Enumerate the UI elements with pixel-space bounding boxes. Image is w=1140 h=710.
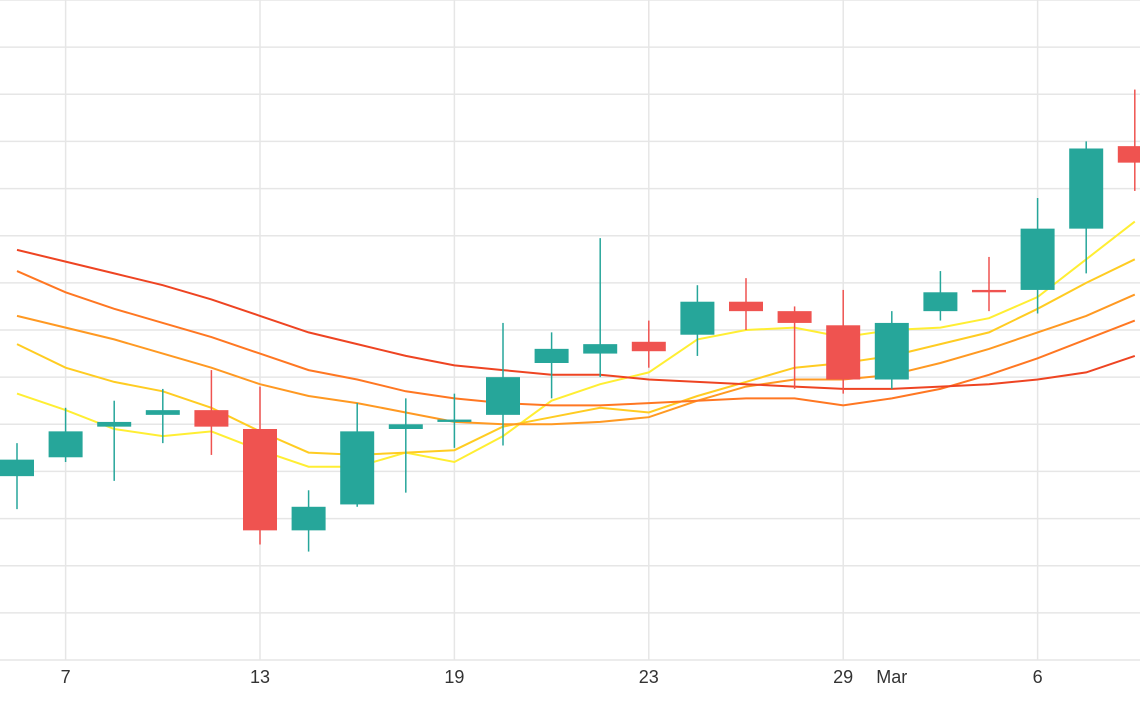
candle bbox=[972, 256, 1006, 312]
moving-average-lines bbox=[16, 220, 1136, 468]
candle bbox=[0, 443, 34, 510]
candle-body bbox=[1117, 146, 1140, 163]
moving-average-line-2 bbox=[16, 258, 1136, 456]
candle-body bbox=[291, 506, 326, 531]
x-tick-label: 6 bbox=[1033, 667, 1043, 687]
candle bbox=[729, 278, 763, 330]
candle bbox=[48, 407, 83, 462]
candle-body bbox=[388, 424, 423, 429]
candle-body bbox=[631, 341, 666, 352]
candle-body bbox=[97, 421, 132, 427]
candle bbox=[826, 289, 861, 394]
candle bbox=[97, 400, 132, 481]
grid bbox=[0, 0, 1140, 661]
moving-average-line-3 bbox=[16, 293, 1136, 426]
candle bbox=[1117, 89, 1140, 191]
candle-body bbox=[48, 431, 83, 458]
candle-body bbox=[583, 344, 618, 354]
x-tick-label: 13 bbox=[250, 667, 270, 687]
x-tick-label: 19 bbox=[444, 667, 464, 687]
candle bbox=[680, 285, 715, 356]
candle bbox=[923, 271, 958, 321]
x-tick-label: 23 bbox=[639, 667, 659, 687]
candle bbox=[291, 490, 326, 552]
candle bbox=[777, 306, 812, 389]
candle-body bbox=[486, 377, 520, 415]
candle-body bbox=[340, 431, 375, 505]
moving-average-line-5 bbox=[16, 248, 1136, 390]
candle-body bbox=[972, 289, 1006, 293]
candle bbox=[194, 370, 229, 455]
candle-body bbox=[534, 348, 569, 363]
candle bbox=[486, 322, 520, 446]
candle bbox=[583, 238, 618, 378]
candle-body bbox=[874, 322, 909, 380]
candle bbox=[388, 398, 423, 493]
x-tick-label: Mar bbox=[876, 667, 907, 687]
candle bbox=[145, 388, 180, 444]
candle-body bbox=[1020, 228, 1055, 290]
candle-body bbox=[0, 459, 34, 477]
candle-body bbox=[437, 419, 472, 422]
x-tick-label: 29 bbox=[833, 667, 853, 687]
candle bbox=[534, 332, 569, 399]
candle bbox=[340, 403, 375, 507]
candle-body bbox=[777, 311, 812, 323]
x-tick-label: 7 bbox=[61, 667, 71, 687]
candle-body bbox=[680, 301, 715, 335]
candle-body bbox=[243, 429, 277, 531]
candle-body bbox=[826, 325, 861, 380]
candle bbox=[243, 386, 277, 545]
candle bbox=[874, 311, 909, 389]
candle bbox=[631, 320, 666, 368]
candles bbox=[0, 89, 1140, 552]
candle-body bbox=[923, 292, 958, 312]
candle-body bbox=[145, 410, 180, 415]
moving-average-line-1 bbox=[16, 220, 1136, 468]
candle-body bbox=[729, 301, 763, 312]
candle bbox=[437, 393, 472, 448]
x-axis: 7 13 19 23 29 Mar 6 bbox=[61, 667, 1043, 687]
candle bbox=[1069, 141, 1104, 274]
candle-body bbox=[194, 410, 229, 427]
candle-body bbox=[1069, 148, 1104, 229]
candle bbox=[1020, 198, 1055, 314]
